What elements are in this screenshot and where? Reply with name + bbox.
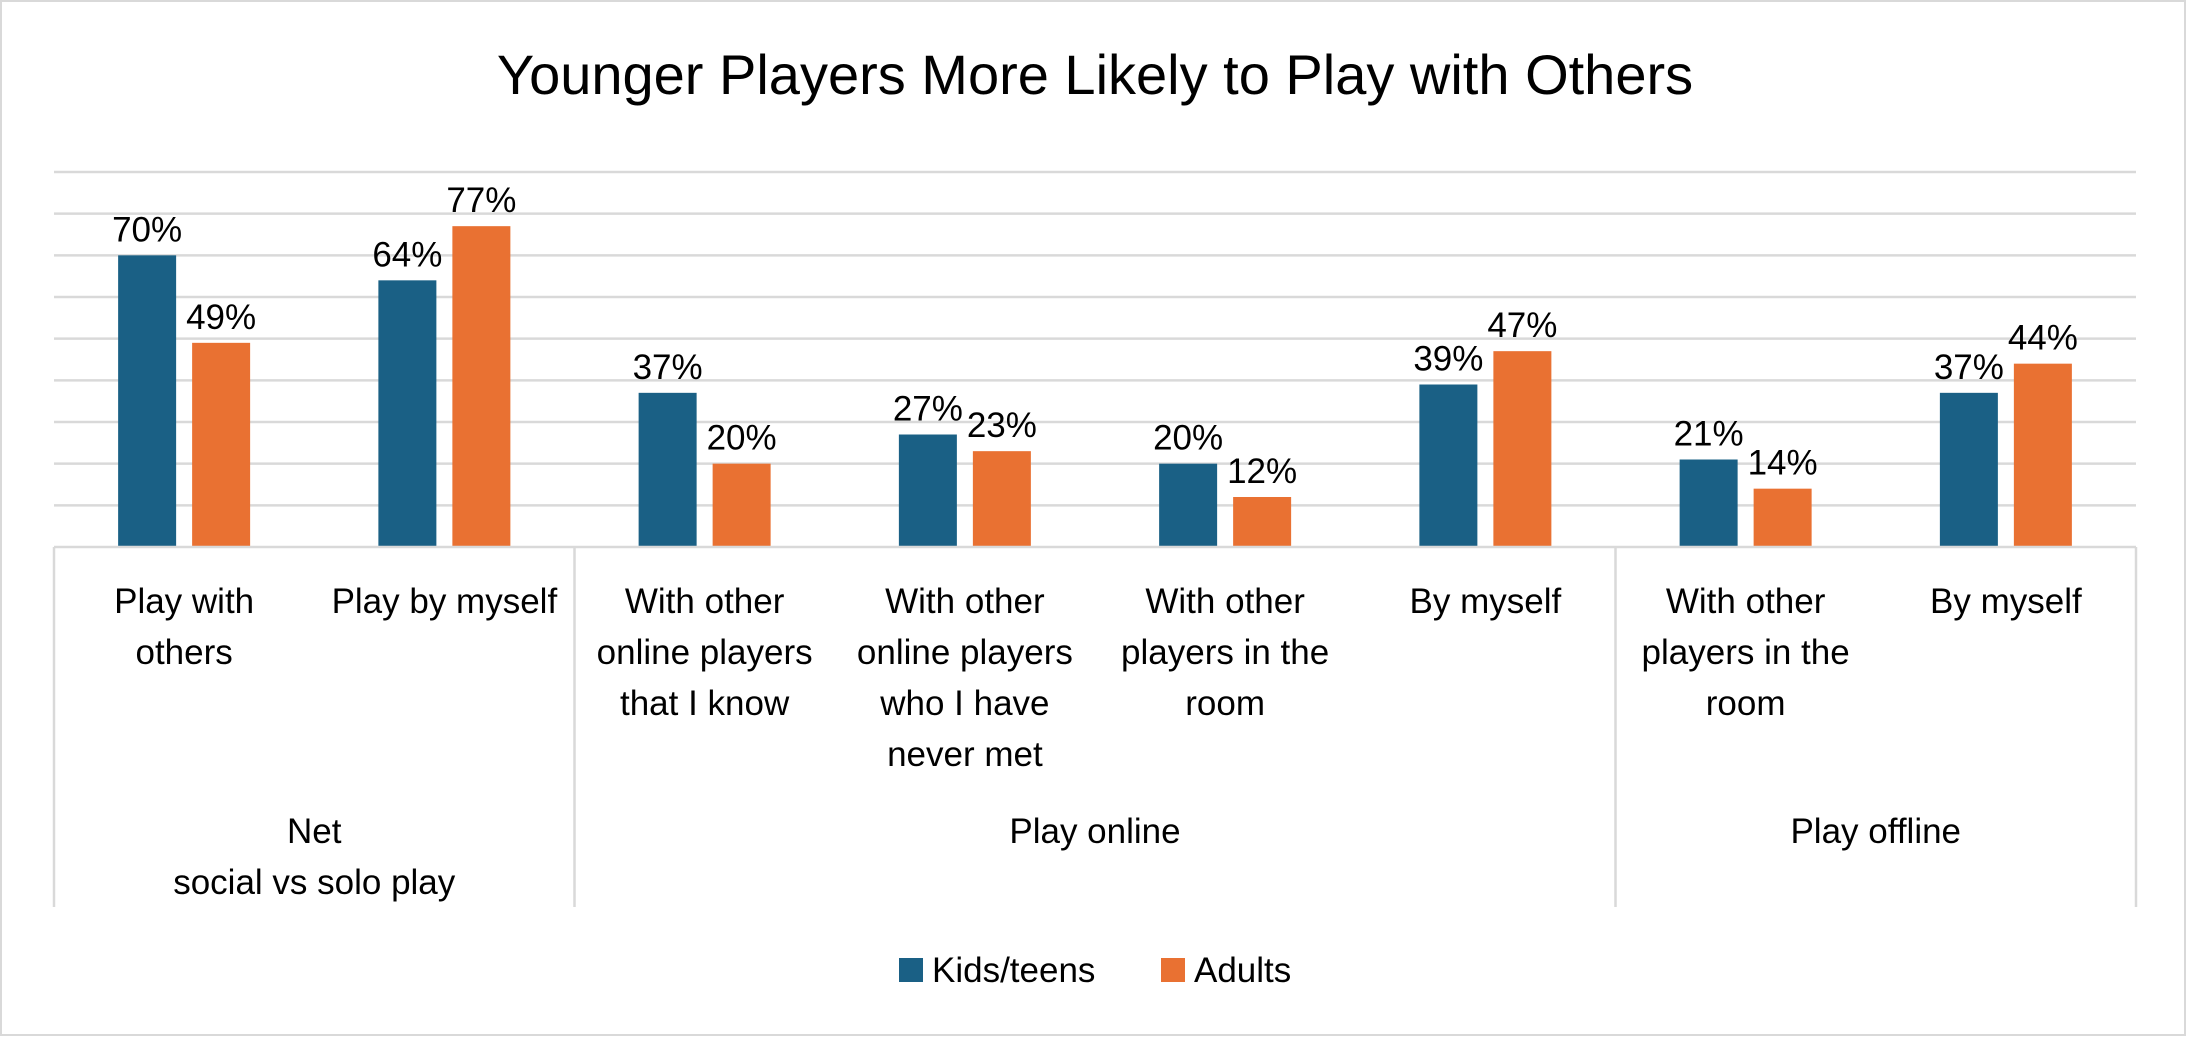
data-label: 14%: [1748, 444, 1818, 483]
category-label: room: [1185, 684, 1265, 723]
category-label: Play by myself: [332, 582, 558, 621]
category-label: With other: [885, 582, 1045, 621]
bar-kids-teens: [638, 392, 697, 547]
category-label: online players: [597, 633, 813, 672]
bar-kids-teens: [898, 434, 957, 547]
bar-adults: [1753, 488, 1812, 547]
category-label: Play with: [114, 582, 254, 621]
category-label: By myself: [1410, 582, 1562, 621]
data-labels: 70%49%64%77%37%20%27% 23% 20%12%39%47%21%1…: [112, 181, 2078, 491]
data-label: 44%: [2008, 319, 2078, 358]
data-label: 49%: [186, 298, 256, 337]
bar-kids-teens: [1159, 463, 1218, 547]
data-label: 12%: [1227, 452, 1297, 491]
data-label: 20%: [1153, 419, 1223, 458]
group-label: Net: [287, 812, 342, 851]
legend-swatch: [899, 958, 923, 982]
data-label: 37%: [633, 348, 703, 387]
bar-kids-teens: [1419, 384, 1478, 547]
data-label: 47%: [1487, 306, 1557, 345]
bar-kids-teens: [1939, 392, 1998, 547]
category-label: players in the: [1642, 633, 1850, 672]
category-label: that I know: [620, 684, 790, 723]
bar-adults: [972, 451, 1031, 547]
data-label: 77%: [446, 181, 516, 220]
category-label: With other: [625, 582, 785, 621]
bar-adults: [1233, 497, 1292, 547]
category-label: others: [135, 633, 232, 672]
data-label: 64%: [372, 235, 442, 274]
category-label: With other: [1666, 582, 1826, 621]
category-label: online players: [857, 633, 1073, 672]
legend-label: Adults: [1194, 951, 1291, 990]
legend-swatch: [1161, 958, 1185, 982]
bar-adults: [452, 226, 511, 547]
category-label: who I have: [879, 684, 1049, 723]
category-label: By myself: [1930, 582, 2082, 621]
bar-kids-teens: [118, 255, 177, 548]
data-label: 70%: [112, 210, 182, 249]
legend-label: Kids/teens: [932, 951, 1095, 990]
category-axis: Play with others Play by myself With other o…: [52, 545, 2138, 907]
bar-adults: [712, 463, 771, 547]
group-label: Play offline: [1790, 812, 1961, 851]
data-label: 39%: [1413, 340, 1483, 379]
bar-kids-teens: [378, 280, 437, 547]
bar-adults: [2013, 363, 2072, 547]
group-label: social vs solo play: [173, 863, 456, 902]
data-label: 23%: [967, 406, 1037, 445]
data-label: 37%: [1934, 348, 2004, 387]
category-label: never met: [887, 735, 1043, 774]
group-label: Play online: [1009, 812, 1180, 851]
bars: [118, 226, 2072, 548]
bar-adults: [1493, 351, 1552, 547]
category-label: room: [1706, 684, 1786, 723]
category-label: With other: [1145, 582, 1305, 621]
category-label: players in the: [1121, 633, 1329, 672]
gridlines: [54, 170, 2136, 507]
legend: Kids/teens Adults: [899, 951, 1291, 990]
data-label: 20%: [707, 419, 777, 458]
bar-adults: [192, 342, 251, 547]
data-label: 21%: [1674, 415, 1744, 454]
bar-kids-teens: [1679, 459, 1738, 547]
chart-title: Younger Players More Likely to Play with…: [497, 43, 1693, 106]
data-label: 27%: [893, 390, 963, 429]
